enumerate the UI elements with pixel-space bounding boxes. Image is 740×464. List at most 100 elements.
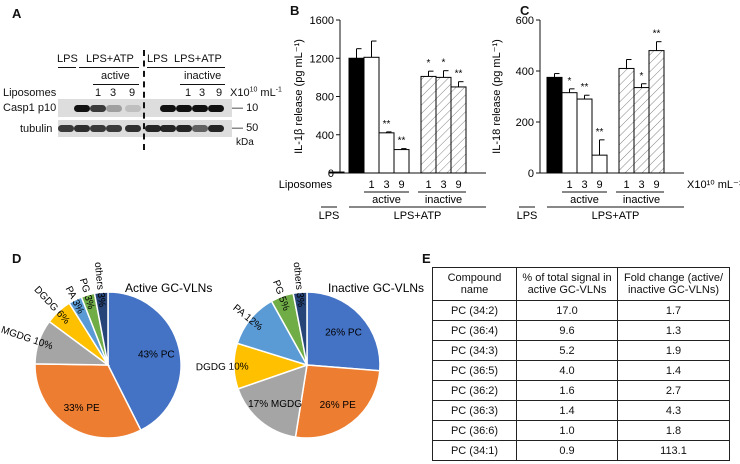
cell-percent: 1.4 [516,400,618,421]
tubulin-band [90,125,106,132]
tubulin-band [145,125,161,132]
casp1-row-label: Casp1 p10 [3,102,57,114]
tubulin-band [106,125,122,132]
unit-label: X1010 mL-1 [230,86,282,99]
bar-lps [328,171,345,174]
tubulin-band [74,125,90,132]
lps-label-2: LPS [147,53,168,65]
significance-mark: * [442,58,446,69]
significance-mark: * [427,58,431,69]
lps-label: LPS [57,53,78,65]
significance-mark: ** [383,119,391,130]
panel-label-c: C [520,3,530,18]
header-percent: % of total signal in active GC-VLNs [516,267,618,301]
tubulin-blot [58,120,232,137]
cell-percent: 17.0 [516,300,618,321]
y-tick-label: 200 [516,117,534,129]
lps-atp-group-label: LPS+ATP [394,210,442,222]
casp1-band [74,105,90,112]
tubulin-row-label: tubulin [20,123,53,135]
cell-compound: PC (36:5) [432,360,517,381]
dose-tick-label: 3 [440,179,446,191]
panel-label-e: E [422,251,431,266]
pie-slice-pe [294,364,381,439]
significance-mark: ** [455,69,463,80]
tubulin-band [160,125,176,132]
inactive-label: inactive [184,70,222,82]
pie-label: 33% PE [64,403,100,414]
dose-tick-label: 3 [638,179,644,191]
pie-slice-others [292,291,308,366]
significance-mark: ** [581,82,589,93]
significance-mark: ** [596,127,604,138]
cell-fold-change: 113.1 [617,440,730,461]
dose-tick-label: 1 [425,179,431,191]
lps-group-label: LPS [319,210,340,222]
table-row: PC (36:3) 1.4 4.3 [432,400,730,421]
bar-inactive-9 [450,86,467,174]
casp1-band [192,105,208,112]
dose-9b: 9 [216,87,223,99]
significance-mark: ** [398,136,406,147]
casp1-band [208,105,224,112]
table-row: PC (36:5) 4.0 1.4 [432,360,730,381]
cell-compound: PC (36:6) [432,420,517,441]
pie-label: others 3% [291,262,306,308]
active-group-label: active [372,194,401,206]
dose-tick-label: 3 [581,179,587,191]
cell-compound: PC (34:1) [432,440,517,461]
cell-percent: 4.0 [516,360,618,381]
dose-tick-label: 9 [653,179,659,191]
y-tick-label: 400 [316,130,334,142]
dose-tick-label: 1 [623,179,629,191]
cell-percent: 1.6 [516,380,618,401]
y-axis-label: IL-18 release (pg mL⁻¹) [491,39,503,154]
cell-percent: 9.6 [516,320,618,341]
inactive-underline [180,84,225,85]
cell-fold-change: 1.9 [617,340,730,361]
y-tick-label: 400 [516,66,534,78]
table-row: PC (34:3) 5.2 1.9 [432,340,730,361]
table-header-row: Compound name % of total signal in activ… [432,267,730,301]
lps-atp-underline [79,67,139,68]
y-tick-label: 800 [316,92,334,104]
bar-lps+atp [546,76,563,174]
cell-percent: 5.2 [516,340,618,361]
bar-active-1 [561,92,578,174]
table-row: PC (36:4) 9.6 1.3 [432,320,730,341]
table-row: PC (36:6) 1.0 1.8 [432,420,730,441]
table-row: PC (36:2) 1.6 2.7 [432,380,730,401]
dose-3b: 3 [199,87,206,99]
table-row: PC (34:1) 0.9 113.1 [432,440,730,461]
header-fold-change: Fold change (active/ inactive GC-VLNs) [617,267,730,301]
pie-slice-pc [107,291,182,432]
divider-dashed-line [143,50,145,150]
y-axis-label: IL-1β release (pg mL⁻¹) [293,39,305,154]
dose-tick-label: 1 [368,179,374,191]
significance-mark: * [640,71,644,82]
cell-fold-change: 2.7 [617,380,730,401]
dose-9: 9 [129,87,136,99]
marker-unit: kDa [236,137,254,148]
dose-tick-label: 9 [596,179,602,191]
bar-active-3 [576,98,593,174]
lps-underline [58,67,76,68]
cell-fold-change: 4.3 [617,400,730,421]
active-underline [93,84,139,85]
bar-inactive-1 [420,75,437,174]
cell-compound: PC (34:2) [432,300,517,321]
pie-title: Active GC-VLNs [125,281,212,295]
cell-fold-change: 1.8 [617,420,730,441]
bar-active-9 [393,149,410,174]
lps-atp-underline-2 [165,67,225,68]
bar-active-3 [378,132,395,174]
tubulin-band [208,125,224,132]
bar-active-1 [363,56,380,174]
dose-1: 1 [95,87,102,99]
bar-active-9 [591,154,608,174]
inactive-group-label: inactive [623,194,660,206]
bar-inactive-1 [618,67,635,174]
dose-3: 3 [110,87,117,99]
inactive-group-label: inactive [425,194,462,206]
